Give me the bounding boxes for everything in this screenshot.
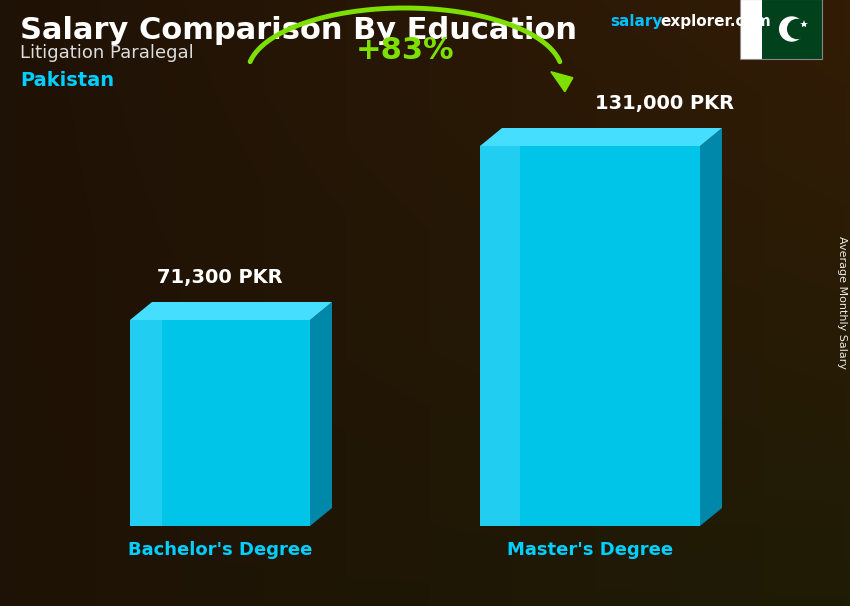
Circle shape xyxy=(788,19,807,39)
Polygon shape xyxy=(130,302,332,320)
Bar xyxy=(740,0,822,59)
Polygon shape xyxy=(480,128,722,146)
Polygon shape xyxy=(700,128,722,526)
Polygon shape xyxy=(480,146,519,526)
Bar xyxy=(762,0,822,59)
Text: Pakistan: Pakistan xyxy=(20,71,114,90)
Polygon shape xyxy=(310,302,332,526)
Polygon shape xyxy=(480,146,700,526)
Text: 131,000 PKR: 131,000 PKR xyxy=(596,94,734,113)
Circle shape xyxy=(779,17,803,41)
Polygon shape xyxy=(130,320,162,526)
Text: Salary Comparison By Education: Salary Comparison By Education xyxy=(20,16,577,45)
Polygon shape xyxy=(130,320,310,526)
Text: Master's Degree: Master's Degree xyxy=(507,541,673,559)
Text: Average Monthly Salary: Average Monthly Salary xyxy=(837,236,847,370)
Bar xyxy=(740,0,762,59)
Polygon shape xyxy=(551,72,573,92)
Text: explorer.com: explorer.com xyxy=(660,14,771,29)
Text: Bachelor's Degree: Bachelor's Degree xyxy=(128,541,312,559)
Text: salary: salary xyxy=(610,14,662,29)
Text: +83%: +83% xyxy=(355,36,454,65)
Text: 71,300 PKR: 71,300 PKR xyxy=(157,268,283,287)
Text: Litigation Paralegal: Litigation Paralegal xyxy=(20,44,194,62)
